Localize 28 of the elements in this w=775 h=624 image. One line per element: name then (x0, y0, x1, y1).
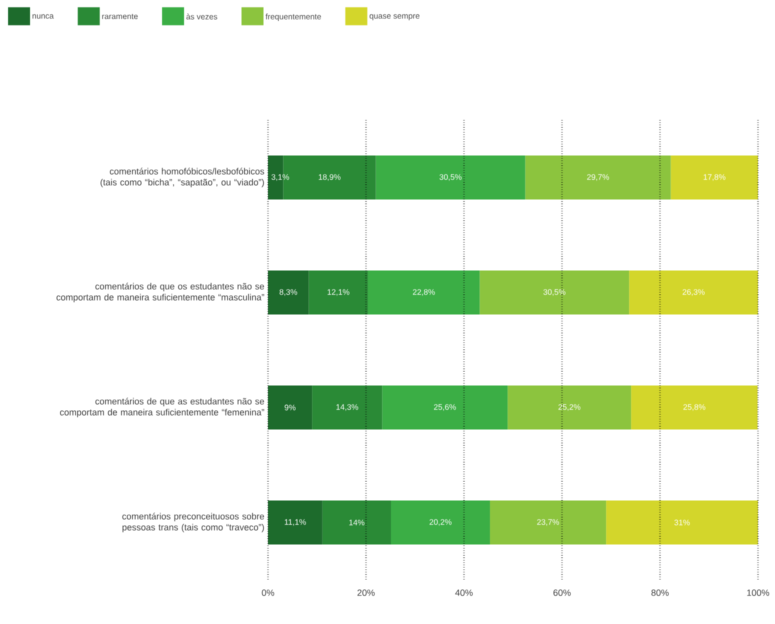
y-tick-label: comentários homofóbicos/lesbofóbicos (tais como “bicha”, “sapatão”, ou “viado”) (100, 168, 264, 188)
bar (606, 500, 758, 545)
x-tick-label: 60% (553, 590, 571, 596)
x-tick-label: 100% (747, 590, 770, 596)
bar (382, 386, 508, 430)
bar (308, 270, 368, 315)
bar (268, 500, 322, 545)
bar (368, 270, 480, 315)
bar (508, 386, 632, 430)
bar (629, 270, 758, 315)
bar (268, 386, 312, 430)
bar (490, 500, 606, 545)
bar (268, 270, 309, 315)
bar (390, 500, 490, 545)
x-tick-label: 40% (455, 590, 473, 596)
bar (631, 386, 758, 430)
x-tick-label: 20% (357, 590, 375, 596)
bar (525, 156, 671, 200)
bar (480, 270, 630, 315)
bar (376, 156, 526, 200)
bar (312, 386, 382, 430)
bar (670, 156, 758, 200)
y-tick-label: comentários de que as estudantes não se comportam de maneira suficientemente “femenina” (60, 398, 264, 418)
x-tick-label: 80% (651, 590, 669, 596)
y-tick-label: comentários preconceituosos sobre pessoas trans (tais como “traveco”) (122, 512, 264, 532)
y-tick-label: comentários de que os estudantes não se comportam de maneira suficientemente “masculina” (56, 282, 264, 302)
bar (322, 500, 391, 545)
x-tick-label: 0% (262, 590, 274, 596)
